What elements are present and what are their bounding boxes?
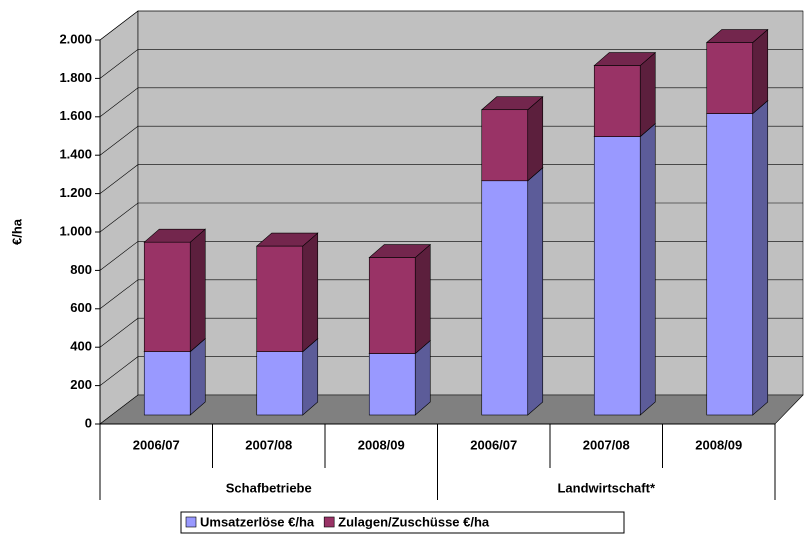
bar-side: [639, 51, 656, 138]
bar-side: [752, 99, 769, 416]
x-tick-label: 2006/07: [470, 437, 517, 452]
y-tick-label: 200: [70, 377, 92, 392]
bar-side: [752, 28, 769, 115]
bar-top: [480, 96, 544, 111]
bar-segment: [256, 351, 304, 416]
grid-line: [99, 356, 803, 386]
group-label: Schafbetriebe: [226, 480, 312, 495]
y-tick-label: 0: [85, 415, 92, 430]
bar-segment: [481, 109, 529, 182]
legend-swatch: [185, 516, 197, 528]
y-tick-label: 1.200: [59, 185, 92, 200]
bar-top: [255, 232, 319, 247]
y-tick-label: 1.000: [59, 223, 92, 238]
legend-label: Zulagen/Zuschüsse €/ha: [338, 514, 490, 529]
bar-side: [639, 122, 656, 416]
y-tick-label: 600: [70, 300, 92, 315]
bar-top: [593, 52, 657, 66]
grid-line: [99, 87, 803, 118]
x-tick-label: 2008/09: [695, 437, 742, 452]
bar-side: [189, 337, 206, 416]
bar-segment: [706, 42, 754, 114]
bar-top: [368, 244, 432, 258]
bar-segment: [481, 180, 529, 416]
bar-segment: [368, 353, 416, 416]
bar-top: [705, 29, 769, 43]
bar-segment: [368, 257, 416, 354]
grid-line: [99, 49, 803, 79]
bar-side: [414, 243, 431, 355]
grid-line: [99, 125, 803, 156]
bar-segment: [256, 245, 304, 352]
y-tick-label: 400: [70, 339, 92, 354]
bar-segment: [593, 136, 641, 416]
grid-line: [99, 202, 803, 233]
x-tick-label: 2007/08: [583, 437, 630, 452]
y-axis-title: €/ha: [9, 218, 24, 245]
bar-segment: [593, 65, 641, 137]
x-tick-label: 2007/08: [245, 437, 292, 452]
bar-top: [143, 228, 207, 243]
y-tick-label: 1.800: [59, 70, 92, 85]
bar-side: [527, 96, 544, 182]
bar-segment: [143, 241, 191, 352]
bar-side: [302, 232, 319, 353]
y-tick-label: 2.000: [59, 31, 92, 46]
grid-line: [99, 279, 803, 310]
legend-label: Umsatzerlöse €/ha: [200, 514, 315, 529]
bar-side: [527, 167, 544, 416]
legend-box: [180, 511, 625, 534]
x-tick-label: 2008/09: [358, 437, 405, 452]
bar-segment: [143, 351, 191, 416]
bar-side: [189, 228, 206, 353]
y-tick-label: 1.600: [59, 108, 92, 123]
grid-line: [99, 10, 803, 41]
grid-line: [99, 317, 803, 348]
group-label: Landwirtschaft*: [557, 480, 655, 495]
grid-line: [99, 241, 803, 271]
grid-line: [99, 164, 803, 194]
x-tick-label: 2006/07: [133, 437, 180, 452]
legend-swatch: [323, 516, 335, 528]
y-tick-label: 1.400: [59, 147, 92, 162]
bar-segment: [706, 113, 754, 416]
y-tick-label: 800: [70, 262, 92, 277]
bar-side: [302, 337, 319, 416]
